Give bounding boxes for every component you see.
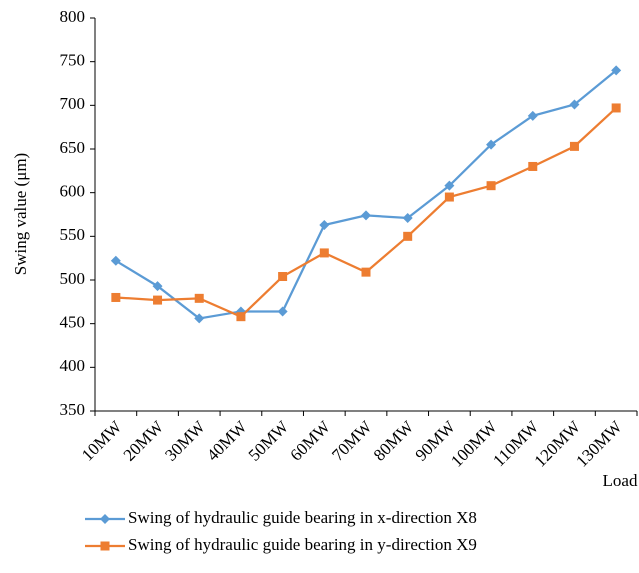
x-tick-label: 40MW (203, 416, 251, 464)
y-tick-label: 750 (60, 51, 86, 70)
legend-marker (100, 541, 110, 551)
legend-marker (100, 514, 110, 524)
marker (569, 99, 580, 110)
marker (486, 181, 496, 191)
marker (319, 219, 330, 230)
marker (444, 180, 455, 191)
marker (194, 313, 205, 324)
marker (194, 293, 204, 303)
x-tick-label: 60MW (286, 416, 334, 464)
marker (278, 272, 288, 282)
legend-label: Swing of hydraulic guide bearing in y-di… (128, 535, 477, 554)
y-tick-label: 700 (60, 94, 86, 113)
x-tick-label: 50MW (245, 416, 293, 464)
marker (152, 281, 163, 292)
y-tick-label: 550 (60, 225, 86, 244)
marker (402, 212, 413, 223)
marker (444, 192, 454, 202)
x-axis-label: Load (603, 471, 638, 490)
y-tick-label: 600 (60, 182, 86, 201)
y-tick-label: 650 (60, 138, 86, 157)
marker (153, 295, 163, 305)
y-tick-label: 350 (60, 400, 86, 419)
legend-label: Swing of hydraulic guide bearing in x-di… (128, 508, 477, 527)
marker (110, 255, 121, 266)
x-tick-label: 130MW (572, 416, 626, 470)
y-axis-label: Swing value (μm) (11, 153, 30, 275)
y-tick-label: 450 (60, 313, 86, 332)
marker (319, 248, 329, 258)
marker (528, 161, 538, 171)
y-tick-label: 800 (60, 7, 86, 26)
x-tick-label: 100MW (447, 416, 501, 470)
marker (361, 210, 371, 221)
marker (611, 103, 621, 113)
marker (486, 139, 497, 150)
marker (403, 231, 413, 241)
marker (611, 65, 622, 76)
x-tick-label: 20MW (120, 416, 168, 464)
y-tick-label: 400 (60, 356, 86, 375)
marker (569, 141, 579, 151)
marker (111, 292, 121, 302)
x-tick-label: 10MW (78, 416, 126, 464)
y-tick-label: 500 (60, 269, 86, 288)
x-tick-label: 80MW (370, 416, 418, 464)
x-tick-label: 70MW (328, 416, 376, 464)
marker (361, 267, 371, 277)
marker (236, 312, 246, 322)
x-tick-label: 30MW (161, 416, 209, 464)
marker (277, 306, 288, 317)
marker (527, 110, 538, 121)
series-line (115, 69, 617, 320)
